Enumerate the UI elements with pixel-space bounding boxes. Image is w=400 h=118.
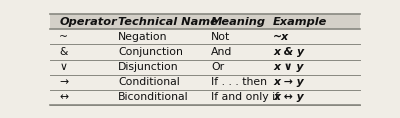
Text: Negation: Negation bbox=[118, 32, 168, 42]
Text: ~x: ~x bbox=[273, 32, 289, 42]
Text: x ∨ y: x ∨ y bbox=[273, 62, 304, 72]
Text: x & y: x & y bbox=[273, 47, 304, 57]
Text: Example: Example bbox=[273, 17, 328, 27]
Text: Disjunction: Disjunction bbox=[118, 62, 179, 72]
Text: x → y: x → y bbox=[273, 77, 304, 87]
Text: Meaning: Meaning bbox=[211, 17, 266, 27]
Text: &: & bbox=[59, 47, 68, 57]
Text: If . . . then: If . . . then bbox=[211, 77, 267, 87]
Text: →: → bbox=[59, 77, 68, 87]
Text: Not: Not bbox=[211, 32, 230, 42]
Text: If and only if: If and only if bbox=[211, 92, 279, 102]
Text: ~: ~ bbox=[59, 32, 68, 42]
Bar bbox=[50, 14, 360, 29]
Text: Biconditional: Biconditional bbox=[118, 92, 189, 102]
Text: ↔: ↔ bbox=[59, 92, 68, 102]
Text: And: And bbox=[211, 47, 232, 57]
Text: Conjunction: Conjunction bbox=[118, 47, 183, 57]
Text: Operator: Operator bbox=[59, 17, 117, 27]
Text: x ↔ y: x ↔ y bbox=[273, 92, 304, 102]
Text: Conditional: Conditional bbox=[118, 77, 180, 87]
Text: Technical Name: Technical Name bbox=[118, 17, 218, 27]
Text: Or: Or bbox=[211, 62, 224, 72]
Text: ∨: ∨ bbox=[59, 62, 67, 72]
